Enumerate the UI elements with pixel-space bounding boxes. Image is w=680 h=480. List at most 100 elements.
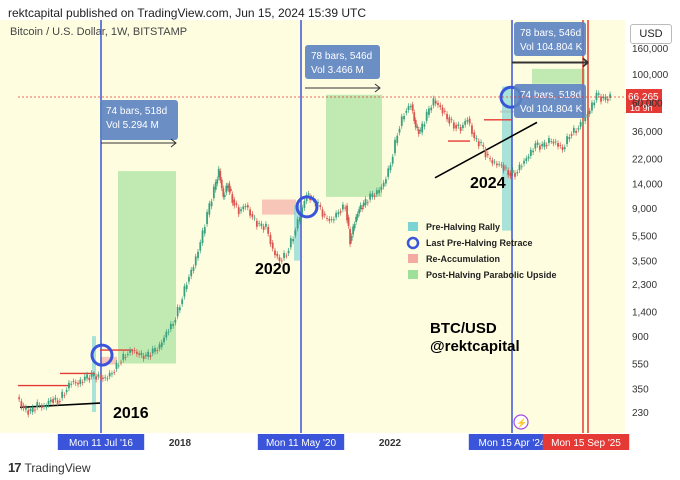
candle-body <box>86 374 88 379</box>
candle-body <box>214 182 217 190</box>
candle-body <box>355 216 358 223</box>
candle-body <box>525 158 528 162</box>
candle-body <box>389 165 392 171</box>
candle-body <box>52 399 54 403</box>
candle-body <box>563 147 566 150</box>
candle-body <box>102 377 104 379</box>
candle-body <box>391 156 394 164</box>
candle-body <box>106 378 109 380</box>
x-tick-bg <box>57 434 145 450</box>
candle-body <box>371 193 374 197</box>
candle-body <box>147 351 150 357</box>
candle-body <box>185 284 188 290</box>
price-axis[interactable] <box>625 46 680 456</box>
legend-swatch <box>408 254 418 263</box>
candle-body <box>464 120 467 125</box>
candle-body <box>129 349 131 353</box>
candle-body <box>251 213 254 217</box>
candle-body <box>237 207 240 215</box>
candle-body <box>495 163 498 166</box>
y-tick: 160,000 <box>632 44 669 55</box>
candle-body <box>138 353 141 355</box>
candle-body <box>45 406 48 408</box>
x-tick-bg <box>257 434 345 450</box>
candle-body <box>452 122 455 129</box>
candle-body <box>54 397 57 400</box>
candle-body <box>394 139 396 154</box>
candle-body <box>228 183 231 193</box>
y-tick: 22,000 <box>632 154 663 165</box>
y-tick: 1,400 <box>632 308 657 319</box>
candle-body <box>283 252 285 259</box>
candle-body <box>25 407 27 410</box>
candle-body <box>366 202 369 204</box>
candle-body <box>362 202 365 207</box>
candle-body <box>233 199 236 206</box>
candle-body <box>378 189 381 193</box>
candle-body <box>253 217 256 219</box>
candle-body <box>56 400 59 404</box>
candle-body <box>409 106 412 108</box>
candle-body <box>169 323 172 330</box>
candle-body <box>124 356 127 358</box>
candle-body <box>432 98 435 106</box>
candle-body <box>20 401 23 408</box>
candle-body <box>491 160 494 164</box>
candle-body <box>398 128 401 133</box>
candle-body <box>40 405 43 409</box>
candle-body <box>335 212 338 218</box>
candle-body <box>543 142 546 147</box>
candle-body <box>183 286 186 297</box>
legend-swatch <box>408 222 418 231</box>
candle-body <box>500 164 503 166</box>
candle-body <box>192 267 195 271</box>
candle-body <box>296 219 299 229</box>
candle-body <box>557 142 559 147</box>
candle-body <box>434 100 437 104</box>
candle-body <box>339 211 342 213</box>
legend-label: Pre-Halving Rally <box>426 222 500 232</box>
candle-body <box>448 117 451 124</box>
candle-body <box>68 382 70 389</box>
candle-body <box>135 351 138 355</box>
candle-body <box>407 105 410 110</box>
candle-body <box>468 118 471 124</box>
candle-body <box>18 397 21 400</box>
published-header: rektcapital published on TradingView.com… <box>8 6 366 20</box>
candle-body <box>330 219 333 220</box>
candle-body <box>328 218 331 221</box>
candle-body <box>208 203 211 215</box>
candle-body <box>516 172 519 174</box>
currency-selector[interactable]: USD <box>630 24 672 44</box>
candle-body <box>219 171 222 181</box>
tradingview-logo-icon: 17 <box>8 460 22 475</box>
candle-body <box>507 170 510 176</box>
candle-body <box>425 111 428 121</box>
candle-body <box>258 223 261 225</box>
candle-body <box>206 211 208 225</box>
candle-body <box>385 179 387 184</box>
candle-body <box>142 355 145 359</box>
y-tick: 100,000 <box>632 70 669 81</box>
candle-body <box>588 110 591 115</box>
candle-body <box>450 119 453 121</box>
candle-body <box>77 383 79 385</box>
candle-body <box>421 123 424 133</box>
symbol-label: Bitcoin / U.S. Dollar, 1W, BITSTAMP <box>10 26 188 38</box>
candle-body <box>167 331 170 333</box>
candle-body <box>419 129 422 132</box>
watermark: @rektcapital <box>430 338 520 355</box>
arrow-head <box>170 138 177 148</box>
candle-body <box>387 168 390 177</box>
candle-body <box>49 399 52 402</box>
candle-body <box>267 227 270 234</box>
candle-body <box>347 217 350 226</box>
candle-body <box>210 201 213 207</box>
candle-body <box>74 382 77 384</box>
zone-parab <box>118 171 176 364</box>
candle-body <box>552 141 555 144</box>
trendline <box>19 402 101 409</box>
candle-body <box>111 373 113 375</box>
candle-body <box>22 405 25 409</box>
